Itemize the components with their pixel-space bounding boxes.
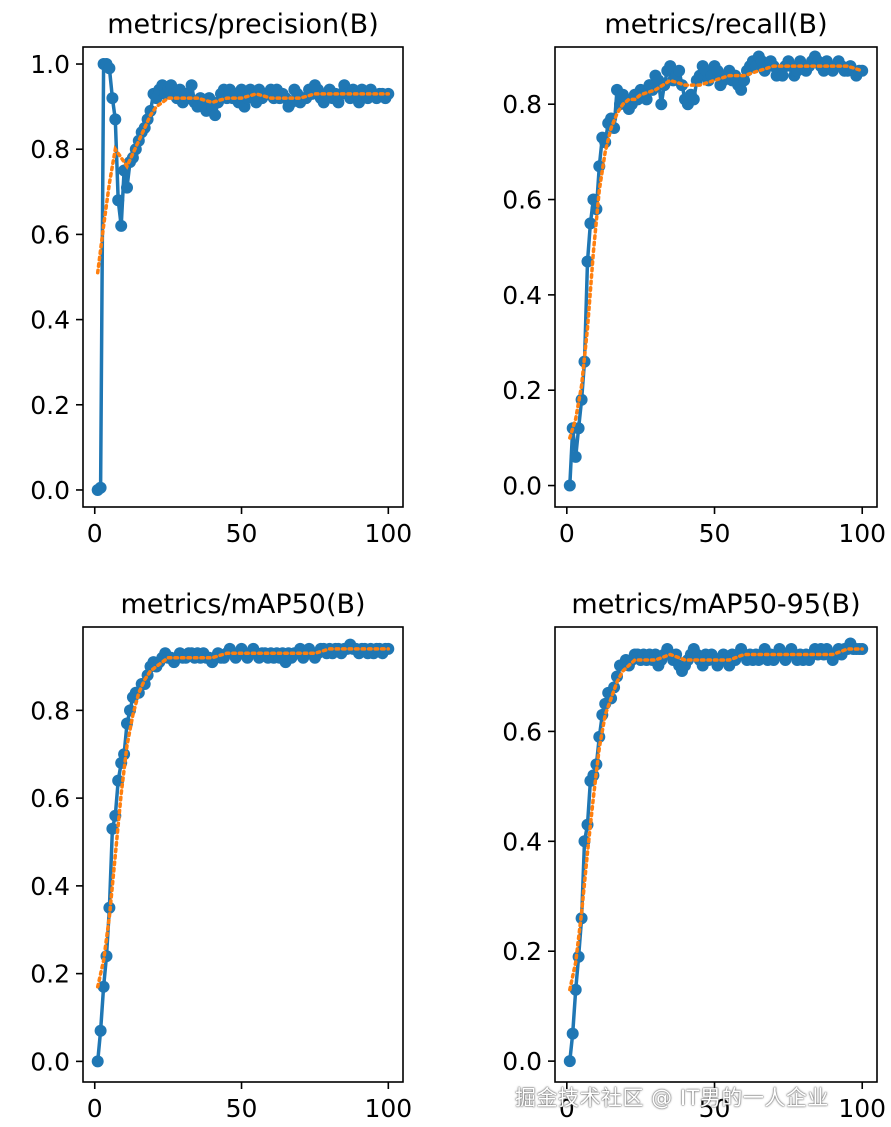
y-tick-label: 0.6 [502, 717, 542, 746]
data-point [581, 255, 594, 268]
x-tick-label: 50 [226, 1094, 258, 1123]
data-point [856, 64, 869, 77]
data-point [563, 479, 576, 492]
y-tick-label: 0.4 [502, 827, 542, 856]
data-point [569, 983, 582, 996]
data-point [285, 96, 298, 109]
axes-frame [82, 46, 404, 508]
data-point [593, 730, 606, 743]
axes-frame [82, 626, 404, 1083]
y-tick-label: 0.2 [30, 391, 70, 420]
smooth-series [568, 647, 864, 992]
x-tick-label: 50 [699, 519, 731, 548]
chart-title: metrics/recall(B) [604, 9, 827, 40]
y-tick-label: 0.0 [502, 472, 542, 501]
data-point [735, 83, 748, 96]
smooth-series [95, 92, 391, 275]
data-point [103, 62, 116, 75]
axes-frame [554, 626, 878, 1083]
y-tick-label: 0.0 [30, 1047, 70, 1076]
smooth-series [568, 64, 864, 440]
y-tick-label: 0.2 [502, 937, 542, 966]
data-point [593, 160, 606, 173]
y-tick-label: 0.6 [30, 784, 70, 813]
results-series [563, 637, 869, 1068]
data-point [572, 950, 585, 963]
x-tick-label: 50 [699, 1094, 731, 1123]
y-tick-label: 0.0 [502, 1047, 542, 1076]
data-point [776, 69, 789, 82]
data-point [109, 113, 122, 126]
chart-title: metrics/mAP50-95(B) [571, 589, 860, 620]
y-tick-label: 0.6 [502, 186, 542, 215]
y-tick-label: 0.4 [30, 872, 70, 901]
x-tick-label: 0 [87, 1094, 103, 1123]
x-tick-label: 0 [559, 1094, 575, 1123]
smooth-line [95, 647, 391, 989]
y-tick-label: 0.2 [30, 960, 70, 989]
x-tick-label: 100 [364, 519, 412, 548]
y-tick-label: 0.8 [502, 90, 542, 119]
results-series [563, 50, 869, 492]
watermark-text: 掘金技术社区 @ IT男的一人企业 [515, 1086, 829, 1110]
y-tick-label: 0.2 [502, 376, 542, 405]
data-point [655, 98, 668, 111]
data-point [91, 1055, 104, 1068]
chart-title: metrics/precision(B) [107, 9, 379, 40]
results-series [91, 58, 395, 496]
smooth-line [95, 92, 391, 275]
data-point [738, 74, 751, 87]
x-tick-label: 100 [838, 519, 886, 548]
axes-frame [554, 46, 878, 508]
data-point [711, 64, 724, 77]
data-point [640, 93, 653, 106]
subplot-2: metrics/recall(B) 0 50 100 0.0 0.2 0.4 0.6 0.8 [502, 9, 886, 548]
data-point [185, 79, 198, 92]
y-tick-label: 0.6 [30, 220, 70, 249]
data-point [687, 93, 700, 106]
data-point [235, 83, 248, 96]
data-point [563, 1055, 576, 1068]
data-point [94, 481, 107, 494]
data-point [97, 980, 110, 993]
data-point [94, 1024, 107, 1037]
data-point [106, 822, 119, 835]
data-point [587, 193, 600, 206]
x-tick-label: 100 [838, 1094, 886, 1123]
data-point [664, 60, 677, 73]
x-tick-label: 0 [87, 519, 103, 548]
y-tick-label: 0.8 [30, 135, 70, 164]
data-point [673, 64, 686, 77]
data-point [569, 450, 582, 463]
data-point [115, 219, 128, 232]
y-tick-label: 0.4 [30, 306, 70, 335]
results-line [95, 642, 389, 1062]
smooth-line [568, 64, 864, 440]
smooth-series [95, 647, 391, 989]
smooth-line [568, 647, 864, 992]
data-point [106, 92, 119, 105]
chart-title: metrics/mAP50(B) [120, 589, 365, 620]
results-line [568, 641, 863, 1062]
subplot-1: metrics/precision(B) 0 50 100 0.0 0.2 0.4 0.6 0.… [30, 9, 412, 548]
y-tick-label: 1.0 [30, 50, 70, 79]
x-tick-label: 0 [559, 519, 575, 548]
x-tick-label: 100 [364, 1094, 412, 1123]
data-point [209, 109, 222, 122]
y-tick-label: 0.0 [30, 476, 70, 505]
data-point [112, 194, 125, 207]
y-tick-label: 0.8 [30, 696, 70, 725]
subplot-4: metrics/mAP50-95(B) 0 50 100 0.0 0.2 0.4 0.6 [502, 589, 886, 1123]
data-point [121, 181, 133, 194]
subplot-3: metrics/mAP50(B) 0 50 100 0.0 0.2 0.4 0.6 0.8 [30, 589, 412, 1123]
y-tick-label: 0.4 [502, 281, 542, 310]
x-tick-label: 50 [226, 519, 258, 548]
data-point [584, 217, 597, 230]
data-point [572, 422, 585, 435]
data-point [566, 1027, 579, 1040]
data-point [608, 122, 621, 134]
